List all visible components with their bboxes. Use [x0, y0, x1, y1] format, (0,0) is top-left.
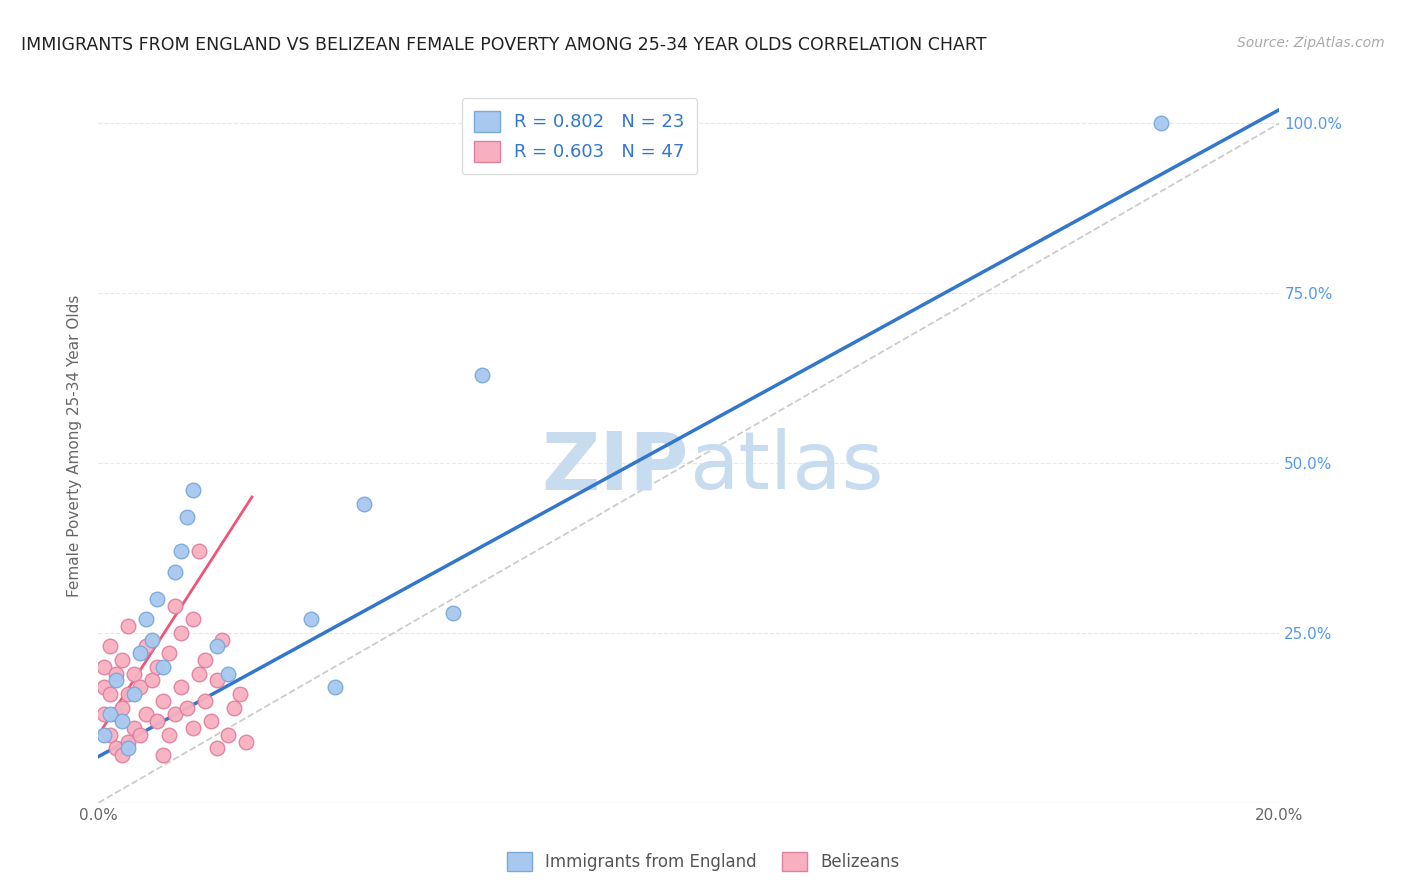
- Legend: R = 0.802   N = 23, R = 0.603   N = 47: R = 0.802 N = 23, R = 0.603 N = 47: [461, 98, 697, 174]
- Point: [157, 646, 180, 660]
- Point: [98, 728, 121, 742]
- Point: [187, 666, 209, 681]
- Point: [299, 612, 322, 626]
- Point: [111, 748, 134, 763]
- Point: [217, 728, 239, 742]
- Point: [235, 734, 257, 748]
- Point: [187, 544, 209, 558]
- Point: [165, 707, 187, 722]
- Y-axis label: Female Poverty Among 25-34 Year Olds: Female Poverty Among 25-34 Year Olds: [67, 295, 83, 597]
- Point: [135, 707, 157, 722]
- Point: [122, 666, 145, 681]
- Point: [176, 510, 198, 524]
- Point: [1150, 116, 1173, 130]
- Point: [117, 687, 139, 701]
- Point: [135, 612, 157, 626]
- Point: [146, 591, 169, 606]
- Point: [122, 687, 145, 701]
- Point: [170, 626, 193, 640]
- Point: [170, 544, 193, 558]
- Point: [117, 734, 139, 748]
- Point: [353, 497, 375, 511]
- Point: [128, 680, 150, 694]
- Point: [217, 666, 239, 681]
- Point: [111, 700, 134, 714]
- Point: [152, 748, 174, 763]
- Point: [128, 646, 150, 660]
- Point: [111, 714, 134, 729]
- Point: [105, 741, 128, 756]
- Point: [141, 632, 163, 647]
- Point: [98, 687, 121, 701]
- Point: [165, 599, 187, 613]
- Point: [194, 694, 217, 708]
- Point: [117, 741, 139, 756]
- Point: [111, 653, 134, 667]
- Point: [205, 640, 228, 654]
- Point: [152, 660, 174, 674]
- Point: [93, 728, 115, 742]
- Point: [146, 714, 169, 729]
- Text: ZIP: ZIP: [541, 428, 689, 507]
- Point: [441, 606, 464, 620]
- Point: [224, 700, 246, 714]
- Point: [471, 368, 494, 382]
- Point: [181, 483, 204, 498]
- Point: [93, 707, 115, 722]
- Point: [152, 694, 174, 708]
- Point: [205, 741, 228, 756]
- Point: [98, 640, 121, 654]
- Point: [181, 721, 204, 735]
- Point: [157, 728, 180, 742]
- Point: [105, 666, 128, 681]
- Text: atlas: atlas: [689, 428, 883, 507]
- Point: [122, 721, 145, 735]
- Point: [176, 700, 198, 714]
- Point: [181, 612, 204, 626]
- Point: [205, 673, 228, 688]
- Point: [135, 640, 157, 654]
- Point: [200, 714, 222, 729]
- Point: [146, 660, 169, 674]
- Point: [105, 707, 128, 722]
- Point: [93, 660, 115, 674]
- Point: [117, 619, 139, 633]
- Text: Source: ZipAtlas.com: Source: ZipAtlas.com: [1237, 36, 1385, 50]
- Point: [105, 673, 128, 688]
- Text: IMMIGRANTS FROM ENGLAND VS BELIZEAN FEMALE POVERTY AMONG 25-34 YEAR OLDS CORRELA: IMMIGRANTS FROM ENGLAND VS BELIZEAN FEMA…: [21, 36, 987, 54]
- Point: [165, 565, 187, 579]
- Legend: Immigrants from England, Belizeans: Immigrants from England, Belizeans: [498, 843, 908, 880]
- Point: [323, 680, 346, 694]
- Point: [141, 673, 163, 688]
- Point: [98, 707, 121, 722]
- Point: [211, 632, 233, 647]
- Point: [93, 680, 115, 694]
- Point: [128, 728, 150, 742]
- Point: [194, 653, 217, 667]
- Point: [170, 680, 193, 694]
- Point: [229, 687, 252, 701]
